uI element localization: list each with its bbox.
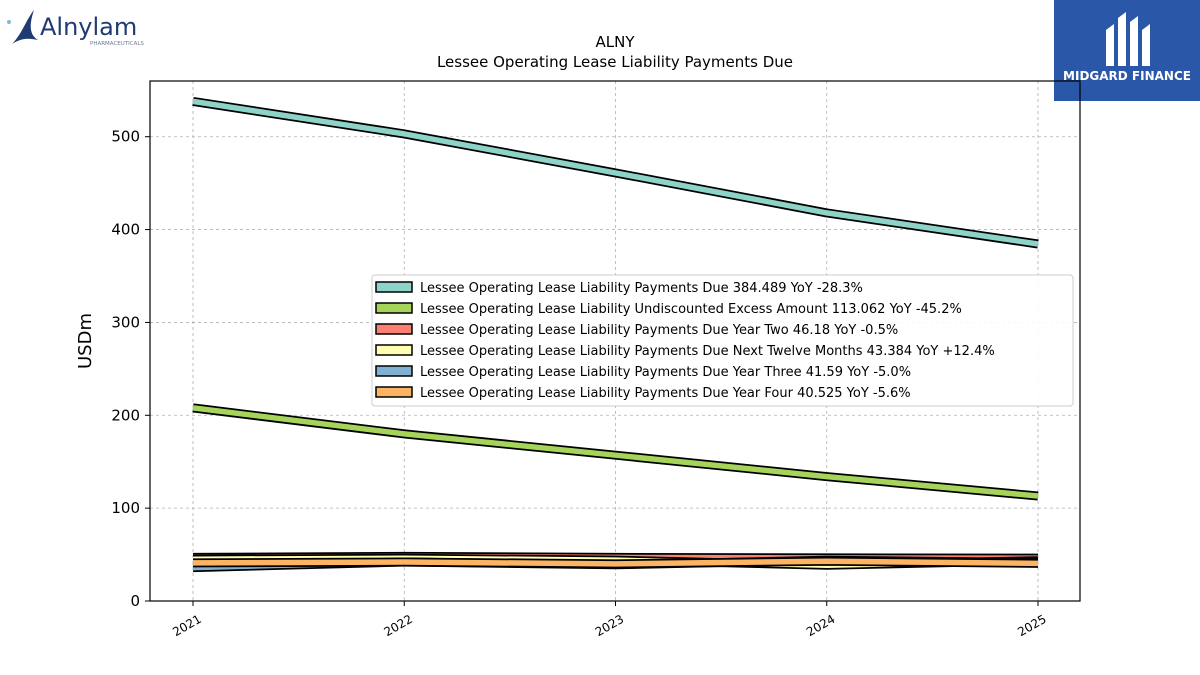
chart-title: ALNY (595, 33, 635, 51)
y-axis-label: USDm (75, 313, 96, 369)
x-tick-label: 2024 (804, 612, 837, 639)
legend-entry: Lessee Operating Lease Liability Payment… (420, 281, 863, 296)
legend: Lessee Operating Lease Liability Payment… (371, 274, 1074, 407)
legend-entry: Lessee Operating Lease Liability Payment… (420, 344, 995, 359)
y-tick-label: 100 (111, 499, 140, 517)
legend-swatch (375, 323, 413, 335)
legend-entry: Lessee Operating Lease Liability Payment… (420, 323, 898, 338)
series-lines (192, 96, 1039, 573)
legend-swatch (375, 386, 413, 398)
midgard-logo: MIDGARD FINANCE (1054, 0, 1200, 101)
legend-entry: Lessee Operating Lease Liability Payment… (420, 386, 911, 401)
y-tick-label: 0 (130, 592, 140, 610)
alnylam-wordmark: Alnylam (40, 13, 137, 41)
legend-swatch (375, 281, 413, 293)
legend-entry: Lessee Operating Lease Liability Undisco… (420, 302, 962, 317)
y-tick-label: 200 (111, 406, 140, 424)
legend-swatch (375, 365, 413, 377)
legend-swatch (375, 344, 413, 356)
y-tick-label: 400 (111, 221, 140, 239)
chart-subtitle: Lessee Operating Lease Liability Payment… (437, 53, 793, 71)
x-axis: 2021 2022 2023 2024 2025 (170, 601, 1049, 639)
legend-box (371, 274, 1074, 407)
y-tick-label: 500 (111, 128, 140, 146)
series-line-fill (192, 405, 1039, 499)
y-axis: 0 100 200 300 400 500 (111, 128, 150, 610)
midgard-logo-background (1054, 0, 1200, 101)
series-line-fill (192, 558, 1039, 567)
alnylam-subtitle: PHARMACEUTICALS (90, 41, 144, 47)
midgard-emblem-icon (1106, 12, 1150, 66)
x-tick-label: 2021 (170, 612, 203, 639)
x-tick-label: 2025 (1015, 612, 1048, 639)
series-line (192, 403, 1039, 501)
series-line-fill (192, 98, 1039, 247)
alnylam-dot-icon (7, 20, 11, 24)
legend-swatch (375, 302, 413, 314)
series-line (192, 96, 1039, 249)
alnylam-logo: Alnylam PHARMACEUTICALS (7, 10, 144, 47)
legend-entry: Lessee Operating Lease Liability Payment… (420, 365, 911, 380)
alnylam-swoosh-icon (12, 10, 38, 44)
series-line (192, 556, 1039, 569)
x-tick-label: 2023 (593, 612, 626, 639)
y-tick-label: 300 (111, 313, 140, 331)
x-tick-label: 2022 (382, 612, 415, 639)
midgard-wordmark: MIDGARD FINANCE (1063, 69, 1191, 83)
